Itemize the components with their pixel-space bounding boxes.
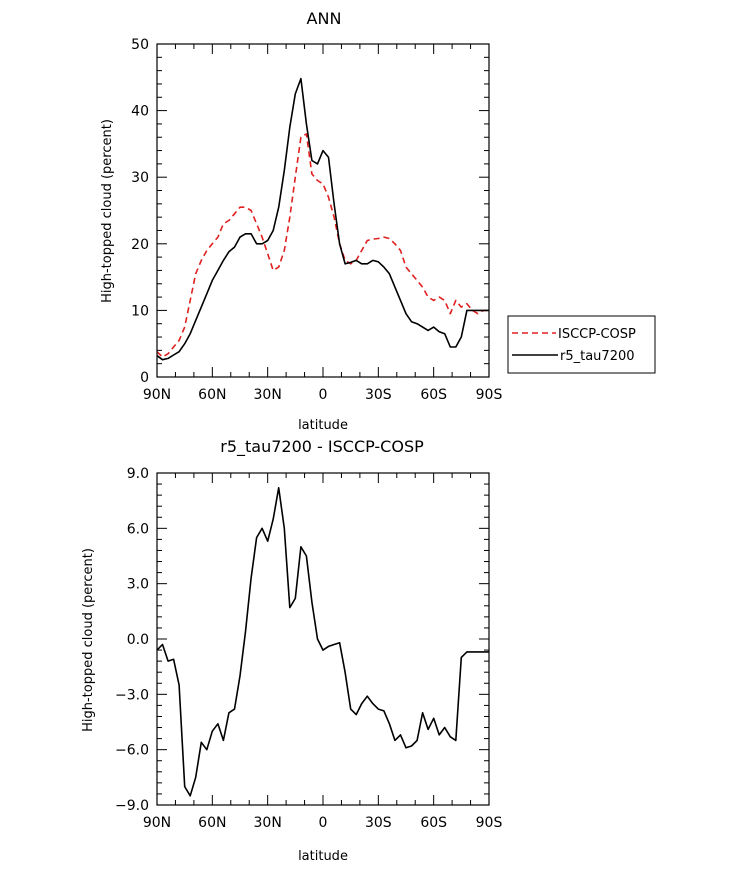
legend-label-isccp-cosp: ISCCP-COSP	[558, 327, 636, 342]
top-xtick-label: 0	[319, 387, 328, 403]
legend: ISCCP-COSP r5_tau7200	[507, 315, 656, 374]
top-title: ANN	[307, 9, 342, 28]
bottom-xtick-label: 30N	[254, 815, 282, 831]
top-ytick-label: 10	[131, 303, 149, 319]
bottom-plot-frame	[156, 472, 490, 806]
bottom-xtick-label: 60N	[198, 815, 226, 831]
bottom-ticks	[156, 472, 490, 806]
bottom-ytick-label: −9.0	[115, 798, 149, 814]
top-xlabel: latitude	[298, 418, 348, 433]
top-series-line-r5-tau7200	[156, 77, 489, 361]
top-ytick-label: 30	[131, 170, 149, 186]
top-xtick-label: 30S	[365, 387, 392, 403]
bottom-xtick-label: 90N	[143, 815, 171, 831]
bottom-ylabel: High-topped cloud (percent)	[81, 548, 96, 732]
bottom-xtick-label: 60S	[420, 815, 447, 831]
top-series-lines	[156, 77, 489, 361]
bottom-series-line-r5-tau7200-isccp-cosp	[156, 486, 489, 797]
bottom-series-lines	[156, 486, 489, 797]
bottom-ytick-label: −6.0	[115, 743, 149, 759]
bottom-ytick-label: 9.0	[127, 466, 149, 482]
bottom-ytick-label: 6.0	[127, 521, 149, 537]
top-ytick-label: 20	[131, 237, 149, 253]
legend-label-r5-tau7200: r5_tau7200	[560, 349, 635, 364]
top-ytick-label: 50	[131, 37, 149, 53]
top-xtick-label: 60N	[198, 387, 226, 403]
bottom-xtick-label: 90S	[476, 815, 503, 831]
top-ylabel: High-topped cloud (percent)	[100, 119, 115, 303]
top-series-line-isccp-cosp	[156, 133, 489, 358]
top-xtick-label: 60S	[420, 387, 447, 403]
bottom-ytick-label: −3.0	[115, 687, 149, 703]
top-ytick-label: 40	[131, 104, 149, 120]
top-xtick-label: 90N	[143, 387, 171, 403]
top-xtick-label: 90S	[476, 387, 503, 403]
bottom-ytick-label: 0.0	[127, 632, 149, 648]
legend-box	[507, 315, 656, 374]
bottom-xlabel: latitude	[298, 849, 348, 864]
bottom-tick-labels: 90N 60N 30N 0 30S 60S 90S 9.0 6.0 3.0 0.0 −3.0 −6.0 −…	[115, 466, 502, 831]
bottom-ytick-label: 3.0	[127, 577, 149, 593]
bottom-panel: r5_tau7200 - ISCCP-COSP High-topped clou…	[81, 437, 502, 864]
top-ticks	[156, 43, 490, 378]
bottom-xtick-label: 0	[319, 815, 328, 831]
top-tick-labels: 90N 60N 30N 0 30S 60S 90S 0 10 20 30 40 50	[131, 37, 502, 403]
top-ytick-label: 0	[140, 370, 149, 386]
top-xtick-label: 30N	[254, 387, 282, 403]
top-panel: ANN High-topped cloud (percent) latitude…	[100, 9, 656, 433]
bottom-title: r5_tau7200 - ISCCP-COSP	[220, 437, 424, 457]
top-plot-frame	[156, 43, 490, 378]
bottom-xtick-label: 30S	[365, 815, 392, 831]
